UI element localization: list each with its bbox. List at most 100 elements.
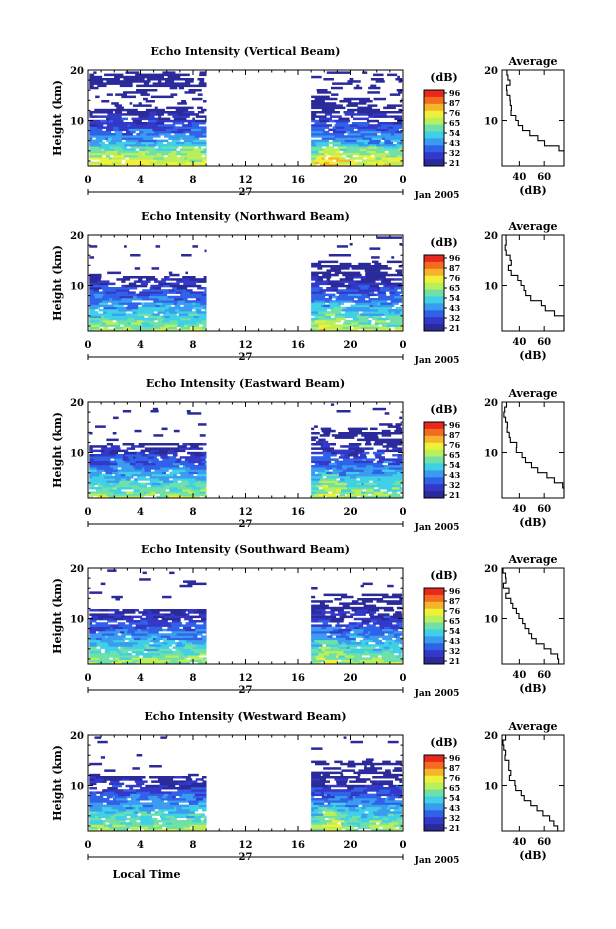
heatmap-cell [204,822,207,825]
heatmap-cell [349,780,355,783]
heatmap-cell [114,478,122,481]
heatmap-cell [89,613,103,616]
heatmap-cell [341,456,350,459]
heatmap-cell [89,432,93,435]
heatmap-cell [328,302,340,305]
heatmap-cell [311,478,321,481]
heatmap-cell [386,443,401,446]
heatmap-cell [356,809,360,812]
heatmap-cell [376,328,380,332]
heatmap-cell [351,309,366,312]
heatmap-cell [350,650,365,654]
heatmap-cell [117,659,123,663]
heatmap-cell [143,462,157,466]
heatmap-cell [196,489,201,492]
heatmap-cell [395,130,402,134]
heatmap-cell [155,462,170,466]
heatmap-cell [324,97,338,101]
heatmap-cell [104,469,111,472]
heatmap-cell [369,613,373,616]
heatmap-cell [105,291,117,294]
heatmap-cell [394,487,401,490]
heatmap-cell [108,495,117,499]
heatmap-cell [330,267,342,270]
heatmap-cell [174,798,187,801]
heatmap-cell [164,615,171,619]
heatmap-cell [381,324,388,327]
heatmap-cell [376,600,387,603]
heatmap-cell [372,657,383,660]
heatmap-cell [389,320,397,323]
average-profile-line [502,567,560,664]
heatmap-cell [129,784,142,788]
heatmap-cell [331,617,345,621]
heatmap-cell [193,155,202,158]
heatmap-cell [160,306,167,310]
x-tick-label: 0 [85,840,92,851]
heatmap-cell [166,326,169,330]
heatmap-cell [154,163,169,167]
average-x-label: (dB) [519,349,546,362]
heatmap-cell [103,82,118,85]
heatmap-cell [319,434,330,437]
average-title: Average [507,553,557,566]
colorbar-frame [423,421,445,499]
heatmap-cell [140,617,147,621]
heatmap-cell [140,793,154,797]
heatmap-cell [367,91,380,94]
heatmap-cell [324,104,332,107]
heatmap-cell [192,245,199,248]
heatmap-cell [389,289,398,292]
heatmap-cell [336,157,340,160]
heatmap-cell [386,432,393,435]
heatmap-cell [324,300,331,303]
heatmap-cell [135,122,140,125]
heatmap-cell [394,778,403,781]
heatmap-cell [181,811,195,814]
day-label: 27 [239,685,253,696]
heatmap-cell [344,436,350,439]
heatmap-cell [373,133,378,136]
heatmap-cell [382,657,387,660]
heatmap-cell [369,306,377,310]
heatmap-cell [391,820,402,823]
heatmap-cell [340,811,353,814]
heatmap-cell [101,287,116,290]
heatmap-cell [334,436,345,439]
heatmap-cell [95,622,105,625]
heatmap-cell [97,133,108,136]
heatmap-cell [365,458,376,461]
heatmap-cell [112,161,122,165]
heatmap-cell [119,778,123,781]
heatmap-cell [386,139,392,143]
heatmap-cell [314,815,326,819]
heatmap-cell [353,324,359,327]
heatmap-cell [106,133,117,136]
heatmap-cell [324,469,330,472]
heatmap-cell [321,604,329,608]
heatmap-cell [106,119,110,123]
heatmap-cell [311,320,316,323]
heatmap-cell [117,622,126,625]
heatmap-cell [148,487,155,490]
heatmap-cell [142,289,156,292]
panel-4: Echo Intensity (Southward Beam)Height (k… [51,543,565,699]
heatmap-cell [143,163,151,167]
heatmap-cell [377,813,389,816]
heatmap-cell [328,824,343,827]
heatmap-cell [158,146,163,149]
heatmap-cell [339,161,351,165]
heatmap-cell [311,146,323,149]
heatmap-cell [389,287,395,290]
heatmap-cell [365,795,374,799]
heatmap-cell [153,793,165,797]
heatmap-cell [355,137,363,140]
heatmap-cell [355,778,360,781]
heatmap-cell [200,469,207,472]
heatmap-cell [142,804,154,808]
heatmap-cell [360,278,369,281]
heatmap-cell [353,86,363,90]
heatmap-cell [346,473,353,477]
heatmap-cell [132,298,139,301]
